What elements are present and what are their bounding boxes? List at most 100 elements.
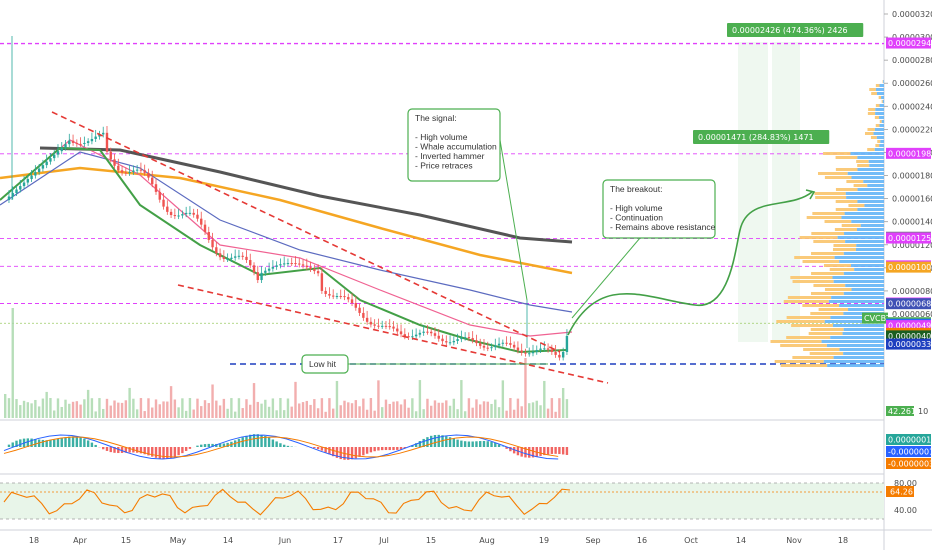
x-tick-label: Aug: [479, 536, 495, 545]
profile-bar: [868, 160, 884, 163]
volume-bar: [196, 398, 199, 418]
volume-bar: [102, 408, 105, 418]
volume-bar: [241, 408, 244, 418]
macd-bar: [113, 447, 116, 453]
profile-bar: [867, 112, 876, 115]
macd-bar: [53, 439, 56, 447]
horizontal-levels: [0, 42, 884, 365]
profile-bar: [810, 292, 844, 295]
profile-bar: [833, 244, 857, 247]
volume-bar: [347, 402, 350, 418]
price-label: 0.00001988: [888, 149, 932, 158]
candle: [249, 260, 252, 266]
candle: [86, 141, 90, 143]
macd-bar: [543, 447, 546, 456]
volume-bar: [494, 399, 497, 418]
macd-bar: [475, 441, 478, 447]
volume-bar: [516, 398, 520, 418]
volume-bar: [369, 398, 373, 418]
volume-bar: [207, 403, 210, 418]
macd-bar: [328, 447, 331, 455]
candle: [490, 347, 493, 349]
macd-bar: [218, 443, 222, 447]
volume-bar: [535, 400, 538, 418]
macd-bar: [237, 438, 241, 447]
profile-bar: [835, 168, 858, 171]
macd-bar: [403, 447, 407, 449]
volume-bar: [505, 410, 508, 418]
candle: [19, 186, 22, 190]
candle: [286, 263, 290, 265]
profile-bar: [802, 260, 840, 263]
note-line: - Remains above resistance: [610, 222, 716, 232]
volume-bar: [188, 398, 192, 418]
profile-bar: [799, 236, 838, 239]
candle: [354, 303, 358, 308]
volume-bar: [490, 403, 493, 418]
candle: [331, 295, 335, 297]
candle: [558, 354, 561, 358]
profile-bar: [815, 196, 847, 199]
y-tick-label: 0.00001400: [892, 218, 932, 227]
candle: [445, 341, 448, 343]
profile-bar: [876, 136, 884, 139]
profile-bar: [835, 188, 858, 191]
volume-bar: [422, 409, 425, 418]
candle: [218, 253, 222, 258]
profile-bar: [875, 124, 880, 127]
candle: [56, 151, 60, 155]
candle: [339, 296, 342, 298]
candle: [524, 352, 527, 354]
volume-bar: [19, 405, 22, 418]
candle: [528, 353, 531, 355]
profile-bar: [794, 256, 835, 259]
volume-bar: [335, 380, 339, 418]
volume-bar: [90, 398, 94, 418]
macd-bar: [15, 440, 18, 447]
time-axis: 18 Apr 15 May 14 Jun 17 Jul 15 Aug 19 Sep 16 Oct 14 Nov…: [29, 536, 848, 545]
candle: [22, 182, 26, 187]
macd-bar: [358, 447, 361, 457]
volume-label: 42.261M: [888, 407, 923, 416]
target-badge-bg: [693, 130, 830, 144]
candle: [128, 171, 131, 173]
macd-bar: [241, 437, 244, 447]
profile-bar: [874, 148, 884, 151]
profile-bar: [881, 96, 884, 99]
profile-bar: [845, 284, 884, 287]
volume-bar: [512, 409, 516, 418]
candle: [328, 293, 331, 296]
profile-bar: [811, 272, 844, 275]
candle: [245, 256, 248, 261]
profile-bar: [833, 356, 884, 359]
candle: [83, 142, 86, 144]
volume-bars: [4, 308, 569, 418]
volume-bar: [467, 398, 471, 418]
macd-bar: [151, 447, 154, 457]
volume-profile: [770, 80, 884, 367]
volume-bar: [75, 401, 79, 418]
candle: [358, 307, 361, 313]
macd-label: -0.00000035: [888, 460, 932, 469]
volume-bar: [124, 400, 128, 418]
candle: [539, 348, 542, 350]
candle: [41, 165, 45, 169]
x-tick-label: 15: [121, 536, 131, 545]
volume-bar: [282, 410, 286, 418]
volume-bar: [448, 405, 452, 418]
profile-bar: [871, 92, 877, 95]
candle: [169, 211, 173, 216]
profile-bar: [810, 312, 844, 315]
macd-label: -0.00000017: [888, 448, 932, 457]
candle: [124, 172, 128, 174]
macd-bar: [139, 447, 143, 454]
volume-bar: [354, 400, 358, 418]
volume-bar: [192, 409, 195, 418]
volume-bar: [109, 405, 112, 418]
macd-bar: [282, 444, 286, 447]
macd-bar: [561, 447, 565, 455]
profile-bar: [835, 156, 858, 159]
candle: [120, 170, 124, 173]
candle: [362, 312, 365, 318]
